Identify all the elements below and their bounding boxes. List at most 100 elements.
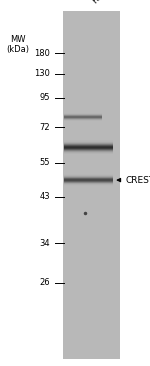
Bar [64, 178, 112, 179]
Bar [64, 143, 112, 144]
Bar [64, 113, 102, 114]
Bar [64, 180, 112, 181]
Bar [64, 113, 102, 114]
Bar [64, 175, 112, 176]
Bar [64, 152, 112, 153]
Text: CREST: CREST [125, 176, 150, 184]
Bar [64, 153, 112, 154]
Bar [64, 151, 112, 152]
Text: 130: 130 [34, 70, 50, 78]
Bar [64, 177, 112, 178]
Bar [64, 178, 112, 179]
Bar [64, 147, 112, 148]
Bar [64, 116, 102, 117]
Bar [64, 142, 112, 143]
Bar [64, 181, 112, 182]
Bar [64, 119, 102, 120]
Bar [64, 149, 112, 150]
Bar [64, 143, 112, 144]
Bar [64, 152, 112, 153]
Bar [64, 174, 112, 175]
Bar [64, 182, 112, 183]
Bar [64, 185, 112, 186]
Bar [64, 177, 112, 178]
Text: 95: 95 [40, 93, 50, 102]
Bar [64, 180, 112, 181]
Bar [64, 114, 102, 115]
Bar [64, 117, 102, 118]
Bar [64, 145, 112, 146]
Bar [64, 150, 112, 151]
Bar [64, 143, 112, 144]
Bar [64, 176, 112, 177]
Bar [64, 151, 112, 152]
Bar [64, 120, 102, 121]
Bar [64, 148, 112, 149]
Bar [64, 181, 112, 182]
Bar [64, 142, 112, 143]
Bar [64, 144, 112, 145]
Bar [64, 183, 112, 184]
Bar [64, 142, 112, 143]
Bar [64, 183, 112, 184]
Bar [64, 179, 112, 180]
Text: Rat brain: Rat brain [92, 0, 125, 5]
Bar [64, 145, 112, 146]
Bar [64, 118, 102, 119]
Bar [64, 149, 112, 150]
Bar [64, 184, 112, 185]
Bar [64, 119, 102, 120]
Bar [64, 174, 112, 175]
Bar [64, 181, 112, 182]
Bar [64, 120, 102, 121]
Bar [64, 147, 112, 148]
Bar [64, 150, 112, 151]
Text: 26: 26 [40, 278, 50, 287]
Bar [64, 182, 112, 183]
Bar [64, 183, 112, 184]
Bar [64, 147, 112, 148]
Text: MW
(kDa): MW (kDa) [6, 35, 30, 54]
Bar [64, 183, 112, 184]
Bar [64, 178, 112, 179]
Bar [64, 184, 112, 185]
Bar [64, 113, 102, 114]
Bar [64, 177, 112, 178]
Bar [64, 118, 102, 119]
Bar [64, 176, 112, 177]
Bar [64, 141, 112, 142]
Bar [63, 11, 120, 359]
Bar [64, 153, 112, 154]
Bar [64, 175, 112, 176]
Bar [64, 115, 102, 116]
Bar [64, 118, 102, 119]
Bar [64, 144, 112, 145]
Text: 55: 55 [40, 158, 50, 167]
Text: 34: 34 [40, 239, 50, 248]
Bar [64, 114, 102, 115]
Bar [64, 146, 112, 147]
Bar [64, 117, 102, 118]
Bar [64, 175, 112, 176]
Bar [64, 145, 112, 146]
Bar [64, 144, 112, 145]
Bar [64, 174, 112, 175]
Bar [64, 115, 102, 116]
Bar [64, 184, 112, 185]
Bar [64, 113, 102, 114]
Text: 43: 43 [40, 193, 50, 201]
Bar [64, 117, 102, 118]
Bar [64, 114, 102, 115]
Bar [64, 180, 112, 181]
Bar [64, 175, 112, 176]
Bar [64, 181, 112, 182]
Bar [64, 182, 112, 183]
Bar [64, 117, 102, 118]
Bar [64, 185, 112, 186]
Bar [64, 176, 112, 177]
Bar [64, 148, 112, 149]
Bar [64, 152, 112, 153]
Bar [64, 148, 112, 149]
Bar [64, 146, 112, 147]
Bar [64, 119, 102, 120]
